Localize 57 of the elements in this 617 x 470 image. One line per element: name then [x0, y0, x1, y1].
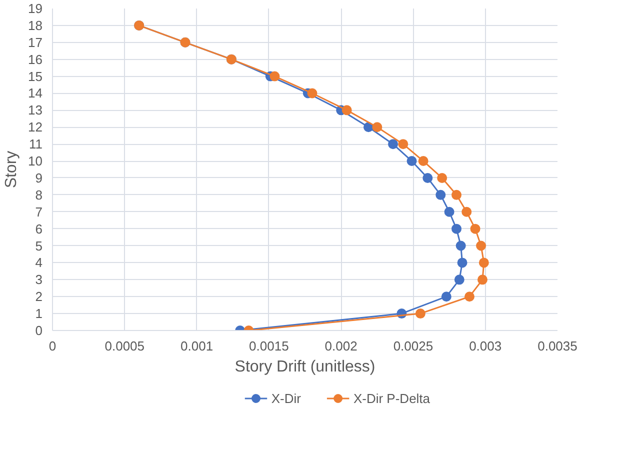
point	[464, 292, 474, 302]
y-tick-label: 6	[35, 221, 43, 236]
x-tick-label: 0.0035	[538, 338, 578, 354]
y-tick-label: 9	[35, 170, 43, 186]
point	[422, 172, 433, 183]
y-tick-label: 16	[28, 52, 43, 67]
y-tick-label: 10	[28, 154, 43, 169]
point	[415, 308, 426, 319]
y-tick-label: 17	[28, 34, 43, 50]
y-tick-label: 2	[35, 289, 43, 304]
y-tick-label: 14	[28, 86, 43, 101]
y-tick-label: 18	[28, 18, 43, 33]
point	[477, 274, 488, 285]
point	[476, 240, 486, 251]
x-tick-label: 0.002	[324, 338, 358, 354]
x-tick-label: 0.003	[469, 338, 502, 354]
y-tick-label: 7	[35, 204, 43, 220]
y-tick-label: 0	[35, 323, 43, 338]
y-tick-label: 19	[28, 1, 43, 16]
point	[457, 258, 468, 268]
y-tick-label: 1	[35, 306, 43, 322]
point	[452, 224, 462, 234]
point	[398, 139, 408, 150]
y-tick-label: 8	[35, 187, 43, 202]
point	[270, 71, 280, 82]
point	[478, 258, 489, 268]
point	[444, 206, 454, 217]
point	[436, 190, 446, 200]
y-tick-label: 3	[35, 272, 43, 288]
legend-label: X-Dir P-Delta	[353, 391, 431, 406]
y-axis-title: Story	[3, 150, 20, 188]
point	[456, 240, 466, 251]
point	[372, 122, 382, 132]
point	[441, 292, 452, 302]
x-tick-label: 0.0015	[249, 338, 289, 354]
point	[388, 139, 398, 150]
y-tick-label: 15	[28, 68, 43, 84]
legend-label: X-Dir	[271, 391, 302, 406]
y-tick-label: 12	[28, 120, 43, 135]
x-tick-label: 0.001	[180, 338, 214, 354]
x-axis-title: Story Drift (unitless)	[234, 358, 376, 376]
y-tick-label: 13	[28, 102, 43, 118]
y-tick-label: 11	[29, 136, 43, 152]
point	[437, 172, 448, 183]
point	[462, 206, 472, 217]
point	[342, 105, 352, 116]
x-tick-label: 0.0005	[104, 338, 145, 354]
x-tick-label: 0.0025	[393, 338, 434, 354]
x-tick-label: 0	[48, 338, 56, 354]
point	[452, 190, 462, 200]
point	[307, 88, 318, 98]
point	[454, 274, 464, 285]
y-tick-label: 4	[35, 255, 43, 270]
y-tick-label: 5	[35, 238, 43, 254]
point	[406, 156, 417, 166]
point	[418, 156, 428, 166]
point	[470, 224, 480, 234]
